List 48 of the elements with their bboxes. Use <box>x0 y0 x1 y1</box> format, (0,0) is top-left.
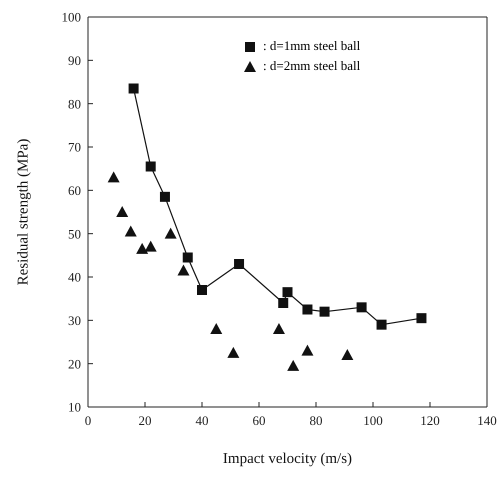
y-tick-label: 60 <box>68 182 81 198</box>
point <box>116 206 128 217</box>
legend-label: : d=1mm steel ball <box>263 37 360 55</box>
point <box>302 304 312 314</box>
y-tick-label: 10 <box>68 400 81 415</box>
y-tick-label: 70 <box>68 140 81 155</box>
point <box>376 320 387 330</box>
point <box>287 360 300 371</box>
point <box>177 264 190 276</box>
point <box>108 171 120 182</box>
point <box>136 242 148 254</box>
point <box>182 252 193 262</box>
point <box>164 228 177 239</box>
x-tick-label: 60 <box>252 413 266 428</box>
legend-label: : d=2mm steel ball <box>263 57 360 75</box>
point <box>160 192 170 202</box>
y-tick-label: 50 <box>68 226 81 242</box>
y-tick-label: 30 <box>68 312 81 328</box>
point <box>416 313 426 324</box>
x-tick-label: 80 <box>310 413 322 428</box>
point <box>282 287 292 298</box>
x-tick-label: 0 <box>84 413 92 428</box>
x-tick-label: 120 <box>420 413 440 428</box>
x-axis-title: Impact velocity (m/s) <box>222 451 352 467</box>
y-tick-label: 100 <box>62 10 81 25</box>
x-tick-label: 40 <box>196 413 208 428</box>
point <box>272 323 285 334</box>
x-tick-label: 100 <box>363 413 383 428</box>
point <box>341 349 354 360</box>
x-tick-label: 140 <box>477 413 497 428</box>
x-tick-label: 20 <box>138 413 152 428</box>
y-tick-label: 90 <box>68 52 81 68</box>
point <box>234 259 244 269</box>
point <box>356 302 367 312</box>
point <box>278 298 288 308</box>
point <box>301 344 314 356</box>
point <box>320 306 330 317</box>
y-tick-label: 80 <box>68 96 81 112</box>
point <box>227 346 240 358</box>
y-tick-label: 20 <box>68 356 81 372</box>
point <box>210 323 222 334</box>
point <box>144 240 157 252</box>
y-axis-title: Residual strength (MPa) <box>15 138 32 286</box>
y-tick-label: 40 <box>68 270 81 285</box>
point <box>197 285 207 295</box>
point <box>146 162 156 172</box>
point <box>124 226 137 236</box>
point <box>128 84 139 94</box>
